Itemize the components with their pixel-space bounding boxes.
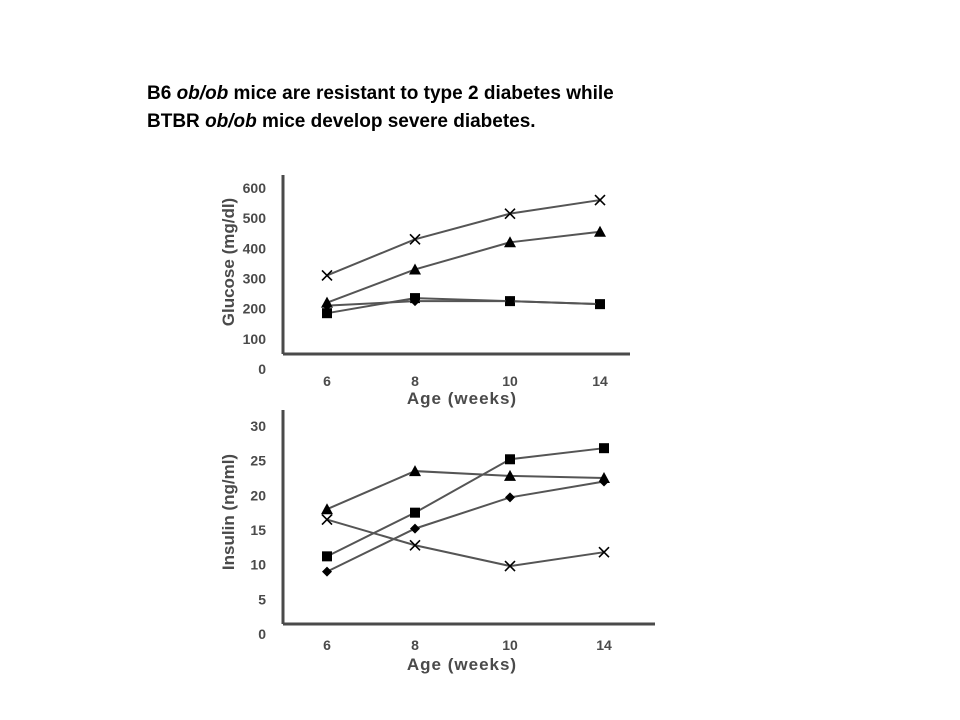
insulin-series-diamond-line xyxy=(326,480,605,573)
insulin-series-square-line xyxy=(326,447,605,558)
glucose-x-tick-label: 14 xyxy=(592,373,608,389)
insulin-y-axis-title: Insulin (ng/ml) xyxy=(219,454,238,570)
insulin-series-diamond-point xyxy=(322,566,332,577)
heading-line2-part2: mice develop severe diabetes. xyxy=(256,111,536,132)
insulin-series-diamond-point xyxy=(599,476,609,487)
insulin-x-tick-label: 14 xyxy=(596,637,612,653)
insulin-series-square-point xyxy=(322,551,332,562)
glucose-y-tick-label: 200 xyxy=(243,301,267,317)
insulin-y-tick-label: 15 xyxy=(250,522,266,538)
insulin-series-diamond-point xyxy=(505,492,515,503)
insulin-series-x-point xyxy=(409,539,421,551)
glucose-y-tick-label: 0 xyxy=(258,361,266,377)
glucose-y-tick-label: 600 xyxy=(243,180,267,196)
insulin-series-square-point xyxy=(599,443,609,454)
glucose-series-diamond-point xyxy=(505,296,515,307)
insulin-y-tick-label: 0 xyxy=(258,626,266,642)
glucose-x-tick-label: 10 xyxy=(502,373,518,389)
insulin-series-square-point xyxy=(410,507,420,518)
insulin-series-triangle-line xyxy=(326,470,605,511)
glucose-series-diamond-line xyxy=(326,300,601,307)
glucose-series-triangle-point xyxy=(504,236,516,248)
slide-heading: B6 ob/ob mice are resistant to type 2 di… xyxy=(147,80,847,136)
insulin-x-tick-label: 8 xyxy=(411,637,419,653)
insulin-series-diamond-point xyxy=(410,523,420,534)
insulin-y-tick-label: 25 xyxy=(250,453,266,469)
insulin-y-tick-label: 30 xyxy=(250,418,266,434)
glucose-series-x-point xyxy=(504,208,516,220)
heading-line1-italic: ob/ob xyxy=(176,83,229,104)
insulin-series-triangle-point xyxy=(409,465,421,477)
glucose-series-x-point xyxy=(409,233,421,245)
glucose-x-tick-label: 6 xyxy=(323,373,331,389)
insulin-series-square-point xyxy=(505,454,515,465)
glucose-series-diamond-point xyxy=(595,299,605,310)
heading-line1-part2: mice are resistant to type 2 diabetes wh… xyxy=(228,83,614,104)
glucose-series-diamond-point xyxy=(410,296,420,307)
insulin-series-triangle-point xyxy=(504,469,516,481)
glucose-series-square-point xyxy=(322,308,332,319)
heading-line1-part1: B6 xyxy=(147,83,177,104)
glucose-series-triangle-point xyxy=(594,225,606,237)
glucose-x-axis-title: Age (weeks) xyxy=(407,389,517,408)
glucose-x-tick-label: 8 xyxy=(411,373,419,389)
glucose-series-x-point xyxy=(594,194,606,206)
insulin-y-tick-label: 10 xyxy=(250,557,266,573)
insulin-y-tick-label: 20 xyxy=(250,487,266,503)
glucose-y-tick-label: 400 xyxy=(243,240,267,256)
heading-line2-part1: BTBR xyxy=(147,111,206,132)
glucose-y-axis-title: Glucose (mg/dl) xyxy=(219,198,238,326)
glucose-series-triangle-line xyxy=(326,230,601,304)
glucose-y-tick-label: 300 xyxy=(243,271,267,287)
glucose-series-x-line xyxy=(326,199,601,277)
glucose-series-x-point xyxy=(321,269,333,282)
insulin-series-x-line xyxy=(326,518,605,568)
insulin-x-tick-label: 6 xyxy=(323,637,331,653)
glucose-y-tick-label: 500 xyxy=(243,210,267,226)
insulin-x-tick-label: 10 xyxy=(502,637,518,653)
insulin-series-x-point xyxy=(598,546,610,558)
heading-line2-italic: ob/ob xyxy=(205,111,257,132)
glucose-y-tick-label: 100 xyxy=(243,331,267,347)
glucose-series-diamond-point xyxy=(322,300,332,311)
insulin-series-x-point xyxy=(504,560,516,572)
insulin-series-triangle-point xyxy=(321,503,333,515)
insulin-y-tick-label: 5 xyxy=(258,591,266,607)
glucose-series-triangle-point xyxy=(409,263,421,275)
insulin-series-x-point xyxy=(321,514,333,526)
insulin-x-axis-title: Age (weeks) xyxy=(407,655,517,674)
